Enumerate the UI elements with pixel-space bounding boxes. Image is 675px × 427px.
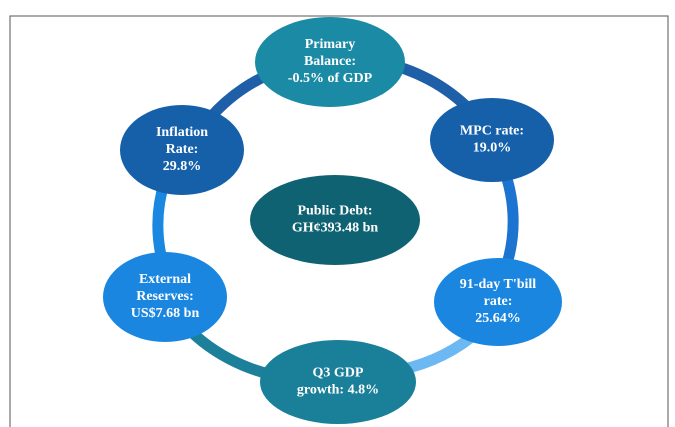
node-label: Public Debt: <box>297 204 372 219</box>
node: Public Debt: GH¢393.48 bn <box>250 175 420 265</box>
node-shape <box>255 17 405 107</box>
node-shape <box>260 340 416 424</box>
node-shape <box>103 252 227 342</box>
node-label: Q3 GDP <box>313 366 364 381</box>
node-label: Reserves: <box>136 289 194 304</box>
node-label: -0.5% of GDP <box>288 71 373 86</box>
node-label: rate: <box>484 294 513 309</box>
node-shape <box>120 105 244 195</box>
node: MPC rate: 19.0% <box>430 98 554 182</box>
node-label: growth: 4.8% <box>297 383 379 398</box>
node-label: 91-day T'bill <box>460 277 536 292</box>
node-label: 29.8% <box>163 159 202 174</box>
node-label: Primary <box>305 37 356 52</box>
node: Q3 GDP growth: 4.8% <box>260 340 416 424</box>
node-label: External <box>139 272 191 287</box>
node-label: Rate: <box>166 142 199 157</box>
node-label: MPC rate: <box>460 124 524 139</box>
node-label: US$7.68 bn <box>131 306 200 321</box>
node-shape <box>434 258 562 346</box>
node-label: GH¢393.48 bn <box>292 221 379 236</box>
node: Primary Balance: -0.5% of GDP <box>255 17 405 107</box>
node-label: Balance: <box>304 54 356 69</box>
node-shape <box>250 175 420 265</box>
frame <box>9 15 669 427</box>
node: External Reserves: US$7.68 bn <box>103 252 227 342</box>
node: 91-day T'bill rate: 25.64% <box>434 258 562 346</box>
node-label: 25.64% <box>475 311 521 326</box>
node-shape <box>430 98 554 182</box>
node-label: 19.0% <box>473 141 512 156</box>
node: Inflation Rate: 29.8% <box>120 105 244 195</box>
node-label: Inflation <box>156 125 208 140</box>
